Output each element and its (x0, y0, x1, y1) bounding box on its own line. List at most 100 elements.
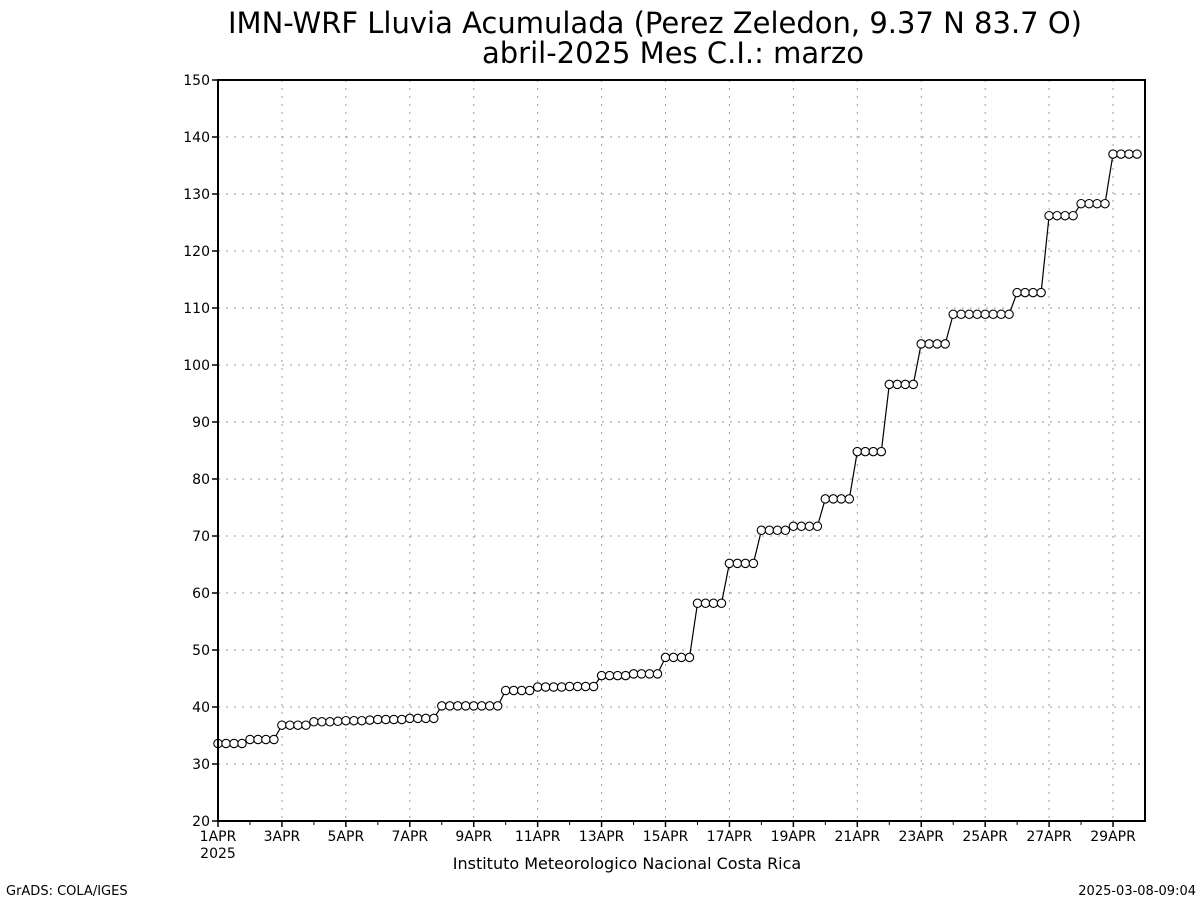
data-point (532, 682, 543, 692)
y-tick-label: 60 (192, 586, 210, 602)
data-point (325, 717, 335, 727)
y-tick-label: 120 (183, 244, 210, 260)
data-point (988, 309, 998, 320)
data-point (341, 715, 351, 726)
data-point (892, 379, 903, 390)
data-point (1036, 287, 1046, 298)
y-tick-label: 130 (183, 187, 210, 203)
data-point (812, 521, 823, 532)
data-point (700, 598, 711, 609)
data-point (564, 681, 575, 692)
data-point (452, 701, 463, 711)
data-point (620, 670, 631, 681)
data-point (1132, 149, 1142, 159)
data-point (724, 558, 735, 569)
data-point (956, 309, 966, 320)
data-point (772, 525, 783, 536)
data-point (764, 525, 775, 536)
y-tick-label: 30 (192, 757, 210, 773)
data-point (1116, 149, 1126, 159)
data-point (844, 494, 855, 504)
x-tick-label: 29APR (1090, 829, 1136, 845)
x-tick-label: 15APR (643, 829, 689, 845)
generation-timestamp: 2025-03-08-09:04 (1078, 884, 1196, 899)
data-point (468, 701, 479, 711)
y-tick-label: 90 (192, 415, 210, 431)
software-credit: GrADS: COLA/IGES (6, 884, 128, 899)
data-point (972, 309, 982, 320)
data-point (868, 446, 879, 457)
data-point (732, 558, 743, 569)
x-axis: 1APR 3APR 5APR 7APR 9APR 11APR 13APR 15APR 17APR… (200, 821, 1136, 845)
x-tick-label: 25APR (962, 829, 1008, 845)
data-point (516, 685, 527, 696)
data-point (1076, 198, 1086, 209)
x-tick-label: 19APR (771, 829, 817, 845)
data-point (716, 598, 727, 609)
data-point (413, 713, 423, 724)
data-point (756, 525, 767, 536)
data-point (556, 682, 567, 692)
data-point (405, 713, 415, 724)
data-point (524, 685, 535, 696)
data-point (1092, 198, 1102, 209)
data-point (628, 669, 639, 679)
data-point (301, 720, 311, 730)
chart-title: IMN-WRF Lluvia Acumulada (Perez Zeledon,… (228, 6, 1082, 40)
x-tick-label: 11APR (515, 829, 561, 845)
data-point (381, 714, 391, 725)
x-tick-label: 13APR (579, 829, 625, 845)
data-point (1060, 210, 1070, 221)
data-point (932, 339, 942, 349)
data-point (500, 685, 511, 696)
data-point (389, 714, 399, 725)
data-point (916, 339, 926, 349)
data-point (285, 720, 295, 730)
plot-frame (217, 79, 1146, 822)
data-point (676, 652, 687, 663)
y-tick-label: 140 (183, 130, 210, 146)
data-point (612, 670, 623, 681)
y-tick-label: 110 (183, 301, 210, 317)
data-point (221, 738, 231, 749)
y-tick-label: 100 (183, 358, 210, 374)
data-point (1028, 287, 1038, 298)
data-point (580, 681, 591, 692)
data-point (572, 681, 583, 692)
data-point (540, 682, 551, 692)
data-point (317, 717, 327, 727)
y-tick-label: 150 (183, 73, 210, 89)
data-point (804, 521, 815, 532)
data-point (1012, 287, 1022, 298)
data-point (245, 734, 255, 745)
data-point (668, 652, 679, 663)
data-point (429, 713, 439, 724)
data-point (437, 701, 447, 711)
data-point (349, 715, 359, 726)
data-point (652, 669, 663, 679)
data-point (908, 379, 919, 390)
data-point (397, 714, 407, 725)
x-tick-label: 5APR (328, 829, 365, 845)
data-point (820, 494, 831, 504)
data-point (708, 598, 719, 609)
data-point (596, 670, 607, 681)
data-point (1052, 210, 1062, 221)
data-point (884, 379, 895, 390)
data-point (1020, 287, 1030, 298)
grid-lines (218, 80, 1145, 821)
x-year-label: 2025 (200, 846, 236, 862)
x-tick-label: 21APR (835, 829, 881, 845)
data-point (492, 701, 503, 711)
data-point (740, 558, 751, 569)
data-point (508, 685, 519, 696)
y-tick-label: 20 (192, 814, 210, 830)
data-point (836, 494, 847, 504)
data-point (684, 652, 695, 663)
data-point (1044, 210, 1054, 221)
data-point (788, 521, 799, 532)
data-point (588, 681, 599, 692)
data-point (636, 669, 647, 679)
y-tick-label: 50 (192, 643, 210, 659)
x-tick-label: 1APR (200, 829, 237, 845)
